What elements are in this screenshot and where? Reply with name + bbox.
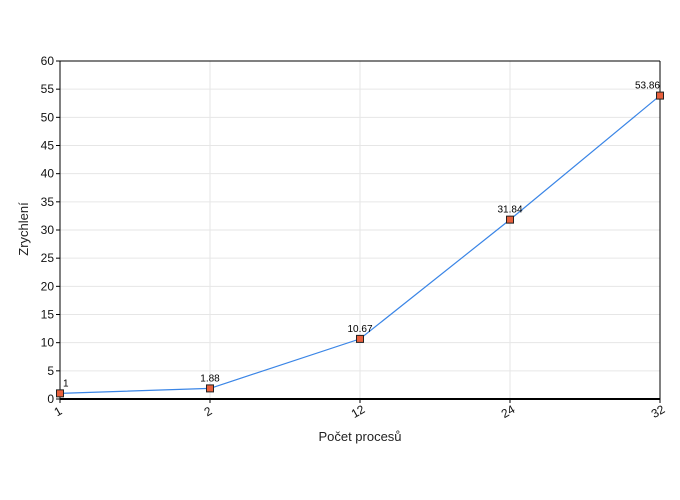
data-point-marker [656, 91, 664, 100]
x-tick-label: 32 [649, 402, 668, 421]
data-label: 10.67 [347, 324, 372, 335]
data-labels: 1 1.88 10.67 31.84 53.86 [63, 81, 660, 390]
y-tick-label: 15 [41, 308, 55, 322]
x-tick-label: 12 [349, 402, 368, 421]
data-point-marker [56, 389, 64, 398]
data-label: 31.84 [497, 205, 522, 216]
y-tick-label: 35 [41, 195, 55, 209]
y-tick-label: 25 [41, 251, 55, 265]
y-tick-label: 40 [41, 167, 55, 181]
y-axis-title: Zrychlení [16, 202, 31, 256]
y-tick-label: 0 [47, 392, 54, 406]
x-tick-label: 24 [499, 402, 518, 421]
data-label: 1.88 [200, 373, 220, 384]
y-tick-label: 30 [41, 223, 55, 237]
x-tick-label: 2 [202, 404, 215, 420]
data-label: 53.86 [635, 81, 660, 92]
data-label: 1 [63, 378, 69, 389]
x-axis-title: Počet procesů [318, 429, 401, 444]
data-markers [56, 91, 664, 398]
grid-lines [59, 60, 661, 400]
x-tick-labels: 1 2 12 24 32 [52, 402, 668, 421]
y-tick-label: 50 [41, 110, 55, 124]
y-tick-label: 60 [41, 54, 55, 68]
y-tick-label: 55 [41, 82, 55, 96]
y-tick-label: 5 [47, 364, 54, 378]
data-point-marker [206, 384, 214, 393]
y-tick-labels: 0 5 10 15 20 25 30 35 40 45 50 55 60 [41, 54, 55, 406]
y-tick-label: 45 [41, 139, 55, 153]
data-point-marker [356, 334, 364, 343]
axes [56, 60, 661, 403]
x-tick-label: 1 [52, 404, 65, 420]
y-tick-label: 20 [41, 279, 55, 293]
data-point-marker [506, 215, 514, 224]
y-tick-label: 10 [41, 336, 55, 350]
